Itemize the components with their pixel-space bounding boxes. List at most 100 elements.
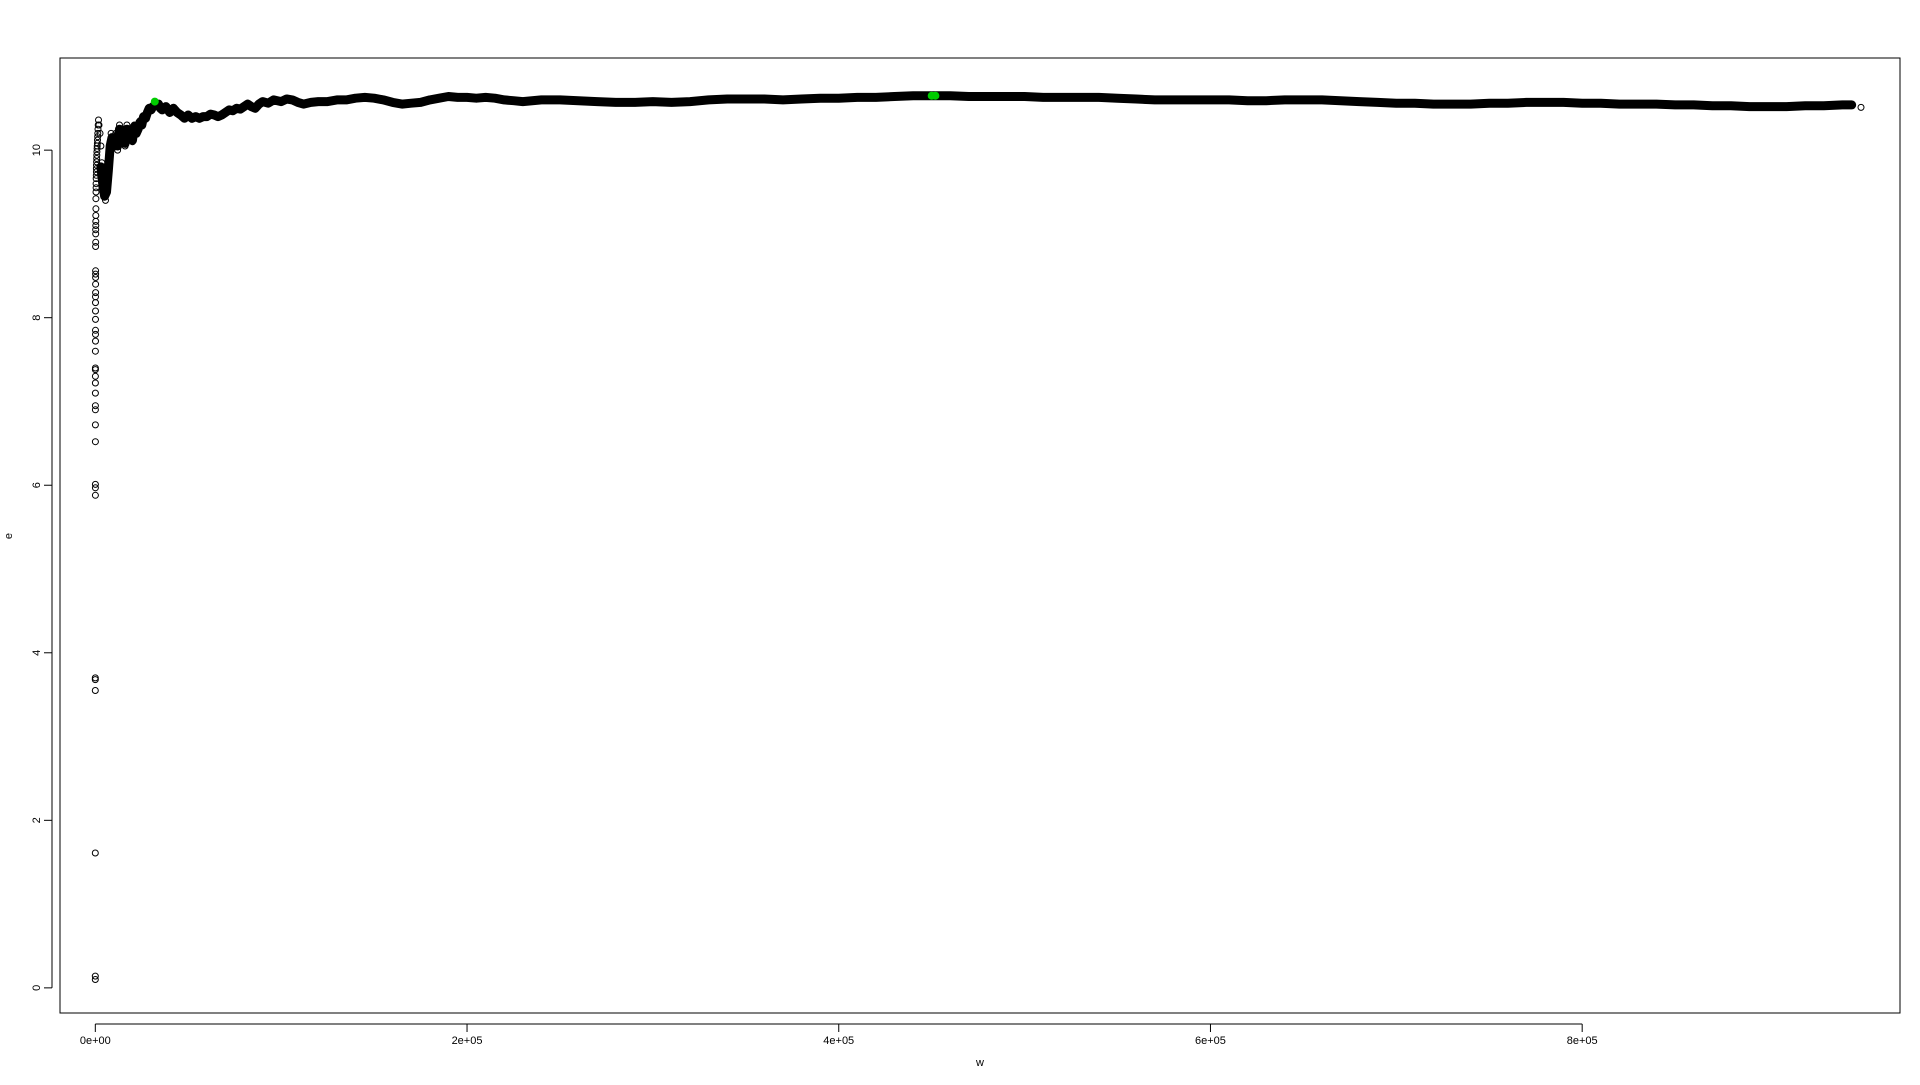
data-point — [94, 129, 102, 137]
data-point — [92, 205, 100, 213]
data-point — [102, 196, 109, 204]
data-point — [1076, 93, 1084, 101]
data-point — [251, 104, 259, 112]
data-point — [1783, 103, 1791, 111]
data-point — [92, 267, 100, 275]
data-point — [91, 976, 99, 983]
data-point — [909, 92, 917, 100]
data-point — [92, 280, 100, 288]
data-point — [779, 96, 787, 104]
data-point — [1355, 98, 1363, 106]
data-point — [264, 99, 272, 107]
data-point — [91, 402, 99, 410]
data-point — [1671, 101, 1679, 109]
data-point — [288, 96, 296, 104]
data-point — [407, 99, 415, 107]
data-point — [247, 103, 255, 111]
data-point — [816, 94, 824, 102]
data-point — [1225, 96, 1233, 104]
data-point — [742, 95, 750, 103]
data-point — [92, 330, 99, 338]
data-point — [593, 98, 601, 106]
data-point — [103, 176, 111, 183]
data-point — [426, 96, 434, 104]
data-point — [92, 337, 99, 345]
data-point — [853, 93, 861, 101]
data-point — [270, 96, 278, 104]
data-point — [556, 96, 564, 104]
data-point — [130, 121, 138, 129]
data-point — [98, 159, 106, 167]
data-point — [1764, 103, 1772, 111]
data-point — [1114, 94, 1121, 102]
data-point — [92, 175, 100, 183]
data-point — [192, 113, 200, 121]
data-point — [95, 116, 102, 124]
data-point — [93, 155, 101, 162]
data-point — [983, 93, 991, 100]
data-point — [1708, 102, 1716, 110]
data-point — [121, 142, 129, 150]
data-point — [612, 98, 620, 106]
data-point — [463, 93, 471, 101]
data-point — [1504, 99, 1512, 107]
data-point — [95, 121, 103, 129]
data-point — [1541, 98, 1549, 106]
data-point — [835, 94, 843, 102]
x-tick-label: 0e+00 — [80, 1035, 111, 1047]
data-point — [166, 109, 174, 116]
data-point — [723, 95, 731, 103]
data-point — [92, 168, 100, 176]
data-point — [1151, 96, 1159, 104]
data-point — [1188, 96, 1196, 104]
data-point — [1746, 103, 1753, 111]
data-point — [125, 134, 133, 142]
data-point — [307, 98, 315, 106]
data-point — [417, 98, 425, 106]
data-point — [361, 93, 369, 101]
data-point — [398, 100, 406, 108]
data-point — [444, 93, 452, 100]
x-axis-label: w — [975, 1057, 984, 1069]
data-point — [1337, 97, 1345, 105]
y-tick-label: 8 — [31, 315, 43, 321]
data-point — [1095, 93, 1103, 101]
data-point — [119, 125, 127, 133]
data-point — [91, 406, 99, 414]
data-point — [1411, 99, 1419, 107]
data-point — [93, 158, 101, 166]
highlight-point — [931, 91, 940, 100]
data-point — [760, 95, 768, 103]
data-points — [91, 92, 1865, 983]
data-point — [108, 134, 116, 142]
data-point — [92, 326, 99, 334]
data-point — [214, 113, 222, 121]
data-point — [946, 92, 954, 100]
data-point — [92, 180, 100, 188]
data-point — [145, 104, 153, 112]
data-point — [92, 293, 99, 301]
x-tick-label: 2e+05 — [452, 1035, 483, 1047]
data-point — [92, 188, 100, 196]
data-point — [482, 93, 490, 101]
data-point — [110, 142, 118, 150]
data-point — [188, 114, 196, 122]
data-point — [872, 93, 880, 101]
x-tick-label: 4e+05 — [823, 1035, 854, 1047]
data-point — [91, 674, 99, 682]
data-point — [1690, 101, 1698, 109]
data-point — [91, 438, 99, 446]
data-point — [92, 238, 100, 246]
data-point — [199, 113, 207, 121]
data-point — [1281, 96, 1289, 104]
data-point — [92, 315, 99, 323]
data-point — [92, 212, 100, 219]
data-point — [91, 389, 99, 397]
data-point — [1467, 100, 1475, 108]
dense-data-band — [96, 91, 1857, 201]
data-point — [103, 188, 110, 196]
data-point — [91, 972, 99, 980]
data-point — [92, 184, 100, 192]
data-point — [92, 195, 100, 203]
